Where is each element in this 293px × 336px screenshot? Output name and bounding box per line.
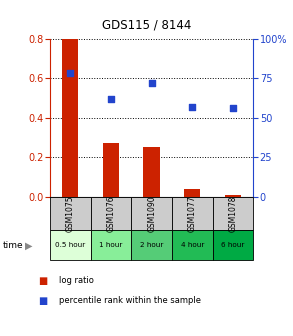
Text: ■: ■: [38, 296, 47, 306]
Point: [109, 96, 113, 101]
Text: GSM1075: GSM1075: [66, 195, 75, 232]
Bar: [144, 147, 160, 197]
Text: 2 hour: 2 hour: [140, 242, 163, 248]
Text: percentile rank within the sample: percentile rank within the sample: [59, 296, 201, 305]
Text: 0.5 hour: 0.5 hour: [55, 242, 85, 248]
Text: time: time: [3, 241, 23, 250]
Text: ■: ■: [38, 276, 47, 286]
Point: [68, 71, 73, 76]
Point: [231, 106, 236, 111]
Text: 6 hour: 6 hour: [222, 242, 245, 248]
Bar: [62, 39, 78, 197]
Text: GSM1090: GSM1090: [147, 195, 156, 232]
Text: GSM1077: GSM1077: [188, 195, 197, 232]
Point: [190, 104, 195, 109]
Bar: [184, 189, 200, 197]
Point: [149, 80, 154, 86]
Text: ▶: ▶: [25, 240, 33, 250]
Text: GSM1078: GSM1078: [229, 195, 238, 232]
Text: log ratio: log ratio: [59, 276, 93, 285]
Bar: [103, 143, 119, 197]
Bar: [225, 195, 241, 197]
Text: GSM1076: GSM1076: [106, 195, 115, 232]
Text: GDS115 / 8144: GDS115 / 8144: [102, 18, 191, 32]
Text: 1 hour: 1 hour: [99, 242, 122, 248]
Text: 4 hour: 4 hour: [181, 242, 204, 248]
